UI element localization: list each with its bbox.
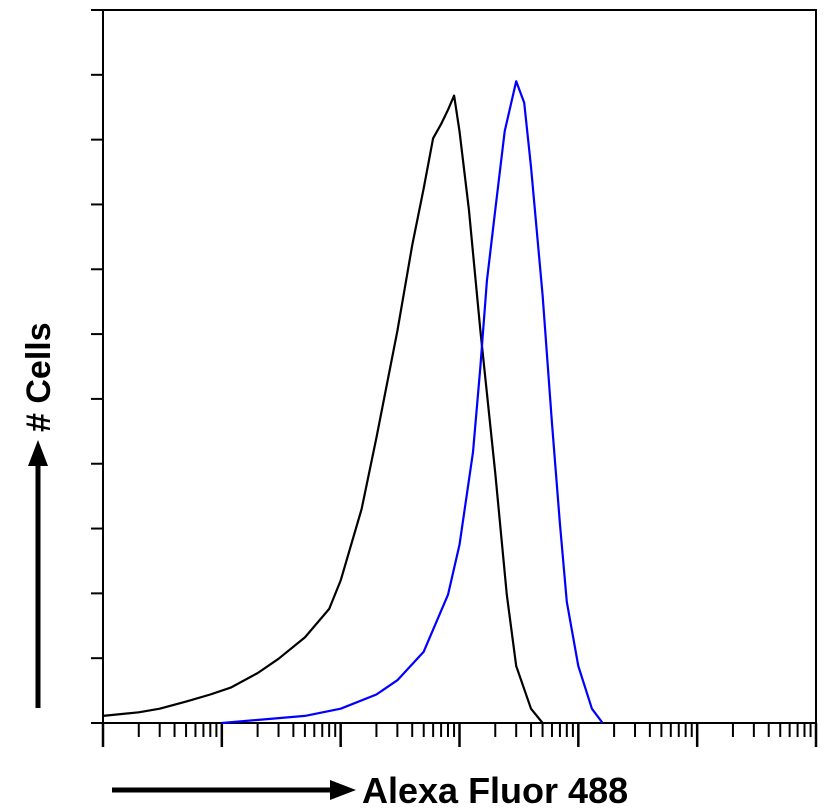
y-axis-ticks [91, 9, 103, 724]
y-axis-label: # Cells [20, 322, 58, 432]
x-axis-arrow-head [330, 780, 356, 800]
plot-frame [102, 9, 817, 724]
y-axis-arrow-head [28, 440, 48, 466]
x-axis-ticks [101, 723, 818, 747]
series-line-1 [102, 94, 544, 724]
series-line-2 [221, 80, 604, 725]
series-layer [102, 80, 604, 725]
x-axis-label: Alexa Fluor 488 [362, 770, 628, 811]
